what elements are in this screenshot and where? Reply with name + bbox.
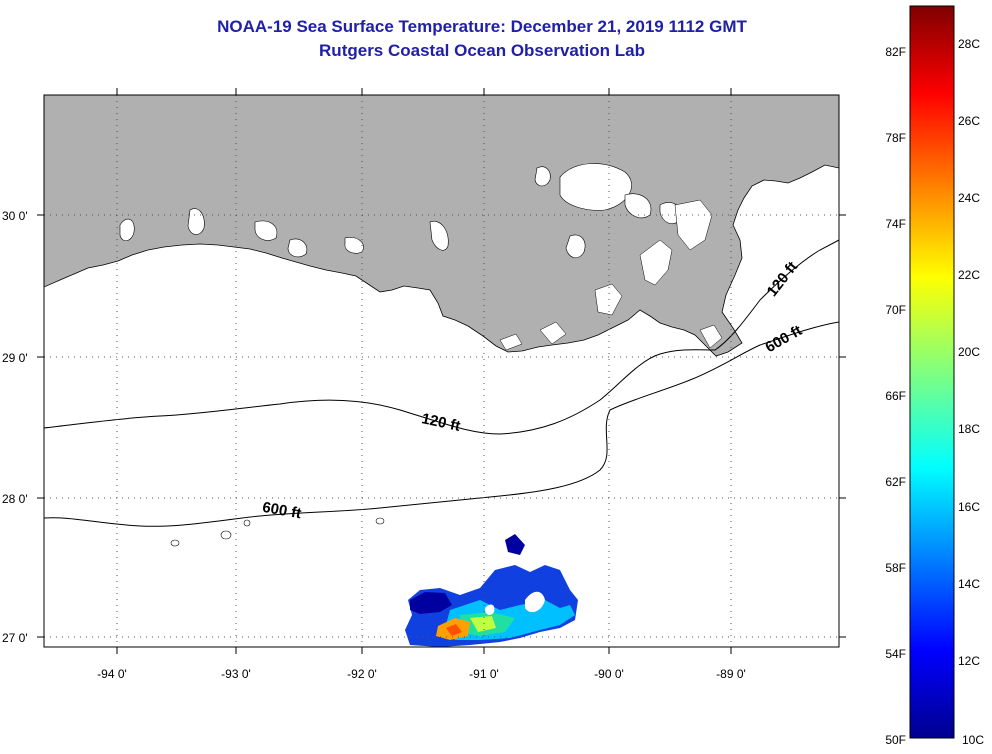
lat-tick-label: 28 0'	[2, 492, 28, 506]
colorbar-f-label: 54F	[885, 647, 906, 661]
colorbar-f-label: 62F	[885, 475, 906, 489]
colorbar-c-label: 18C	[958, 422, 980, 436]
colorbar-c-label: 12C	[958, 654, 980, 668]
axis-ticks	[37, 88, 846, 654]
lat-tick-labels: 30 0' 29 0' 28 0' 27 0'	[2, 209, 28, 645]
colorbar-c-label: 24C	[958, 191, 980, 205]
colorbar-f-label: 82F	[885, 45, 906, 59]
colorbar-f-label: 78F	[885, 131, 906, 145]
colorbar-f-labels: 82F 78F 74F 70F 66F 62F 58F 54F 50F	[885, 45, 906, 747]
lat-tick-label: 27 0'	[2, 631, 28, 645]
map-frame	[43, 94, 840, 648]
lon-tick-label: -94 0'	[97, 667, 127, 681]
contour-600ft-line	[44, 321, 839, 527]
colorbar-c-label: 28C	[958, 37, 980, 51]
lat-tick-label: 30 0'	[2, 209, 28, 223]
contour-120ft-line	[44, 239, 839, 435]
colorbar	[909, 5, 955, 739]
lon-tick-label: -93 0'	[221, 667, 251, 681]
colorbar-c-label: 26C	[958, 114, 980, 128]
colorbar-c-label: 16C	[958, 500, 980, 514]
colorbar-f-label: 66F	[885, 389, 906, 403]
graticule	[44, 95, 839, 647]
colorbar-c-labels: 28C 26C 24C 22C 20C 18C 16C 14C 12C 10C	[958, 37, 984, 747]
map-title: NOAA-19 Sea Surface Temperature: Decembe…	[217, 17, 747, 36]
lon-tick-label: -92 0'	[347, 667, 377, 681]
contour-600ft-islands	[170, 517, 385, 547]
colorbar-f-label: 58F	[885, 561, 906, 575]
contour-label-600ft: 600 ft	[261, 499, 303, 523]
colorbar-f-label: 74F	[885, 217, 906, 231]
map-subtitle: Rutgers Coastal Ocean Observation Lab	[319, 41, 645, 60]
colorbar-c-label: 14C	[958, 577, 980, 591]
colorbar-c-label: 10C	[962, 733, 984, 747]
colorbar-c-label: 22C	[958, 268, 980, 282]
colorbar-c-label: 20C	[958, 345, 980, 359]
sst-swath	[405, 534, 578, 647]
lon-tick-label: -89 0'	[716, 667, 746, 681]
inland-water	[119, 163, 682, 259]
colorbar-f-label: 70F	[885, 303, 906, 317]
lon-tick-label: -91 0'	[469, 667, 499, 681]
lon-tick-label: -90 0'	[594, 667, 624, 681]
colorbar-f-label: 50F	[885, 733, 906, 747]
lon-tick-labels: -94 0' -93 0' -92 0' -91 0' -90 0' -89 0…	[97, 667, 746, 681]
lat-tick-label: 29 0'	[2, 351, 28, 365]
marsh-detail	[499, 199, 723, 351]
